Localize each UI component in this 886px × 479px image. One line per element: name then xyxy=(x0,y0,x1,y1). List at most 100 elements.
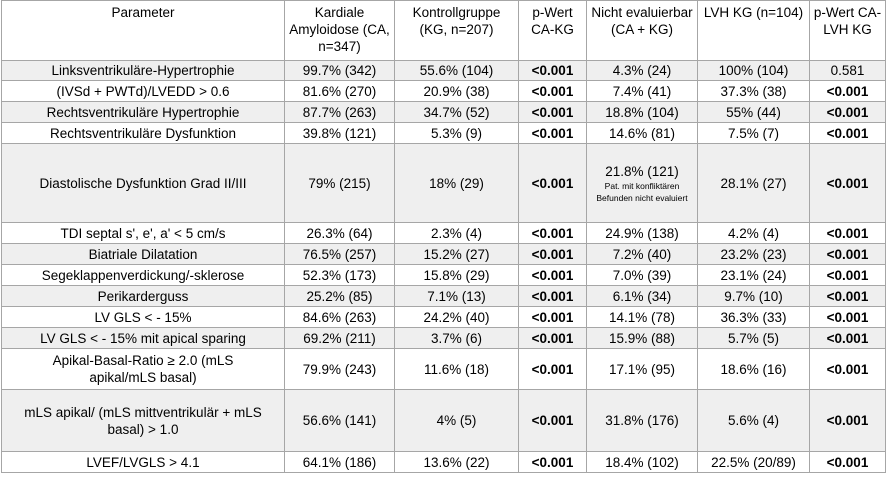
cell-ca: 52.3% (173) xyxy=(284,264,395,286)
cell-parameter: LV GLS < - 15% mit apical sparing xyxy=(1,327,285,349)
cell-ca: 56.6% (141) xyxy=(284,389,395,452)
cell-parameter: Linksventrikuläre-Hypertrophie xyxy=(1,60,285,81)
cell-ca: 39.8% (121) xyxy=(284,122,395,144)
cell-p-ca-kg: <0.001 xyxy=(518,327,587,349)
table-row: Segeklappenverdickung/-sklerose 52.3% (1… xyxy=(1,264,886,286)
table-row: Rechtsventrikuläre Hypertrophie 87.7% (2… xyxy=(1,101,886,123)
table-row: Perikarderguss 25.2% (85) 7.1% (13) <0.0… xyxy=(1,285,886,307)
cell-p-ca-lvh: 0.581 xyxy=(809,60,886,81)
cell-not-evaluable: 18.8% (104) xyxy=(586,101,698,123)
cell-kg: 55.6% (104) xyxy=(394,60,519,81)
table-row: Biatriale Dilatation 76.5% (257) 15.2% (… xyxy=(1,243,886,265)
header-not-evaluable: Nicht evaluierbar (CA + KG) xyxy=(586,0,698,61)
cell-not-evaluable: 15.9% (88) xyxy=(586,327,698,349)
cell-kg: 3.7% (6) xyxy=(394,327,519,349)
table-row: TDI septal s', e', a' < 5 cm/s 26.3% (64… xyxy=(1,222,886,244)
cell-p-ca-kg: <0.001 xyxy=(518,80,587,102)
cell-parameter: TDI septal s', e', a' < 5 cm/s xyxy=(1,222,285,244)
cell-kg: 13.6% (22) xyxy=(394,451,519,473)
cell-not-evaluable: 7.4% (41) xyxy=(586,80,698,102)
header-row: Parameter Kardiale Amyloidose (CA, n=347… xyxy=(1,0,886,61)
cell-p-ca-lvh: <0.001 xyxy=(809,327,886,349)
cell-parameter: Perikarderguss xyxy=(1,285,285,307)
header-p-ca-kg: p-Wert CA-KG xyxy=(518,0,587,61)
cell-kg: 18% (29) xyxy=(394,143,519,223)
cell-p-ca-kg: <0.001 xyxy=(518,306,587,328)
cell-lvh-kg: 5.6% (4) xyxy=(697,389,810,452)
cell-kg: 20.9% (38) xyxy=(394,80,519,102)
cell-kg: 11.6% (18) xyxy=(394,348,519,390)
cell-lvh-kg: 9.7% (10) xyxy=(697,285,810,307)
cell-ca: 64.1% (186) xyxy=(284,451,395,473)
cell-lvh-kg: 5.7% (5) xyxy=(697,327,810,349)
not-evaluable-note: Pat. mit konfliktären Befunden nicht eva… xyxy=(596,180,688,203)
cell-p-ca-kg: <0.001 xyxy=(518,389,587,452)
cell-not-evaluable: 6.1% (34) xyxy=(586,285,698,307)
cell-p-ca-lvh: <0.001 xyxy=(809,451,886,473)
cell-kg: 5.3% (9) xyxy=(394,122,519,144)
cell-not-evaluable: 31.8% (176) xyxy=(586,389,698,452)
cell-p-ca-lvh: <0.001 xyxy=(809,389,886,452)
cell-kg: 24.2% (40) xyxy=(394,306,519,328)
cell-p-ca-kg: <0.001 xyxy=(518,143,587,223)
cell-parameter: LVEF/LVGLS > 4.1 xyxy=(1,451,285,473)
cell-parameter: Apikal-Basal-Ratio ≥ 2.0 (mLS apikal/mLS… xyxy=(1,348,285,390)
cell-ca: 79.9% (243) xyxy=(284,348,395,390)
cell-kg: 7.1% (13) xyxy=(394,285,519,307)
cell-ca: 76.5% (257) xyxy=(284,243,395,265)
cell-not-evaluable: 21.8% (121) Pat. mit konfliktären Befund… xyxy=(586,143,698,223)
not-evaluable-value: 21.8% (121) xyxy=(605,163,679,179)
cell-lvh-kg: 23.2% (23) xyxy=(697,243,810,265)
cell-lvh-kg: 100% (104) xyxy=(697,60,810,81)
header-ca: Kardiale Amyloidose (CA, n=347) xyxy=(284,0,395,61)
cell-p-ca-lvh: <0.001 xyxy=(809,306,886,328)
table-row: Apikal-Basal-Ratio ≥ 2.0 (mLS apikal/mLS… xyxy=(1,348,886,390)
cell-ca: 79% (215) xyxy=(284,143,395,223)
table-row: LV GLS < - 15% 84.6% (263) 24.2% (40) <0… xyxy=(1,306,886,328)
cell-p-ca-lvh: <0.001 xyxy=(809,101,886,123)
cell-p-ca-lvh: <0.001 xyxy=(809,264,886,286)
cell-not-evaluable: 17.1% (95) xyxy=(586,348,698,390)
cell-ca: 99.7% (342) xyxy=(284,60,395,81)
table-row: Linksventrikuläre-Hypertrophie 99.7% (34… xyxy=(1,60,886,81)
table-row: Rechtsventrikuläre Dysfunktion 39.8% (12… xyxy=(1,122,886,144)
cell-parameter: LV GLS < - 15% xyxy=(1,306,285,328)
cell-p-ca-lvh: <0.001 xyxy=(809,285,886,307)
cell-p-ca-lvh: <0.001 xyxy=(809,122,886,144)
cell-p-ca-kg: <0.001 xyxy=(518,122,587,144)
cell-p-ca-kg: <0.001 xyxy=(518,60,587,81)
cell-parameter: Segeklappenverdickung/-sklerose xyxy=(1,264,285,286)
cell-not-evaluable: 24.9% (138) xyxy=(586,222,698,244)
table-row: LVEF/LVGLS > 4.1 64.1% (186) 13.6% (22) … xyxy=(1,451,886,473)
cell-not-evaluable: 18.4% (102) xyxy=(586,451,698,473)
cell-p-ca-kg: <0.001 xyxy=(518,264,587,286)
cell-parameter: Biatriale Dilatation xyxy=(1,243,285,265)
table-row: mLS apikal/ (mLS mittventrikulär + mLS b… xyxy=(1,389,886,452)
cell-not-evaluable: 7.0% (39) xyxy=(586,264,698,286)
cell-p-ca-lvh: <0.001 xyxy=(809,348,886,390)
cell-lvh-kg: 55% (44) xyxy=(697,101,810,123)
cell-lvh-kg: 36.3% (33) xyxy=(697,306,810,328)
cell-kg: 15.8% (29) xyxy=(394,264,519,286)
cell-p-ca-kg: <0.001 xyxy=(518,222,587,244)
cell-p-ca-lvh: <0.001 xyxy=(809,222,886,244)
cell-kg: 4% (5) xyxy=(394,389,519,452)
cell-ca: 81.6% (270) xyxy=(284,80,395,102)
cell-lvh-kg: 37.3% (38) xyxy=(697,80,810,102)
cell-lvh-kg: 7.5% (7) xyxy=(697,122,810,144)
cell-parameter: mLS apikal/ (mLS mittventrikulär + mLS b… xyxy=(1,389,285,452)
header-lvh-kg: LVH KG (n=104) xyxy=(697,0,810,61)
cell-p-ca-lvh: <0.001 xyxy=(809,80,886,102)
cell-kg: 2.3% (4) xyxy=(394,222,519,244)
cell-ca: 84.6% (263) xyxy=(284,306,395,328)
cell-ca: 26.3% (64) xyxy=(284,222,395,244)
cell-ca: 87.7% (263) xyxy=(284,101,395,123)
header-p-ca-lvh: p-Wert CA-LVH KG xyxy=(809,0,886,61)
cell-not-evaluable: 7.2% (40) xyxy=(586,243,698,265)
cell-parameter: (IVSd + PWTd)/LVEDD > 0.6 xyxy=(1,80,285,102)
cell-p-ca-lvh: <0.001 xyxy=(809,143,886,223)
cell-ca: 69.2% (211) xyxy=(284,327,395,349)
cell-parameter: Diastolische Dysfunktion Grad II/III xyxy=(1,143,285,223)
cell-lvh-kg: 18.6% (16) xyxy=(697,348,810,390)
